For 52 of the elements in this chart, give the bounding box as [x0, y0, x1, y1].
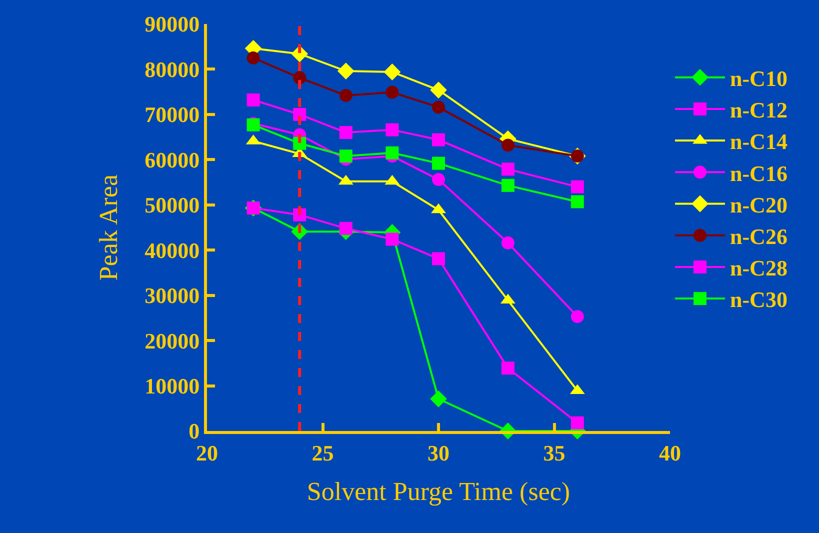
point — [386, 232, 399, 246]
point — [432, 252, 445, 266]
point — [386, 86, 399, 99]
point — [337, 62, 354, 80]
point — [430, 390, 447, 408]
legend-label: n-C20 — [730, 192, 788, 218]
point — [430, 82, 447, 98]
point — [501, 178, 514, 192]
y-tick-label: 50000 — [144, 192, 200, 218]
x-tick-label: 25 — [312, 440, 334, 466]
legend-label: n-C16 — [730, 160, 788, 186]
y-tick-label: 60000 — [144, 147, 200, 172]
legend-label: n-C14 — [730, 129, 788, 154]
y-tick-label: 30000 — [144, 283, 200, 308]
point — [384, 63, 401, 80]
y-tick-label: 40000 — [144, 238, 200, 263]
point — [501, 138, 514, 152]
point — [432, 173, 445, 186]
point — [339, 222, 352, 235]
y-axis-title: Peak Area — [94, 174, 123, 281]
x-tick-label: 30 — [428, 440, 450, 466]
y-tick-label: 10000 — [144, 373, 200, 398]
point — [246, 51, 260, 64]
point — [386, 123, 399, 136]
point — [570, 195, 584, 208]
point — [501, 162, 514, 176]
point — [339, 88, 352, 102]
point — [432, 100, 445, 114]
x-tick-label: 40 — [659, 440, 681, 466]
legend-label: n-C10 — [730, 66, 788, 91]
legend-label: n-C28 — [730, 256, 788, 281]
y-tick-label: 20000 — [144, 328, 200, 354]
point — [570, 416, 584, 430]
y-tick-label: 70000 — [144, 102, 200, 128]
x-tick-label: 35 — [543, 440, 566, 466]
point — [501, 362, 514, 375]
y-tick-label: 80000 — [144, 56, 200, 82]
point — [432, 156, 445, 170]
point — [432, 133, 445, 146]
point — [339, 150, 352, 163]
point — [293, 108, 306, 121]
point — [386, 146, 399, 160]
point — [570, 180, 584, 194]
point — [501, 236, 514, 250]
point — [570, 310, 584, 324]
legend-label: n-C30 — [730, 287, 788, 312]
y-tick-label: 90000 — [144, 12, 200, 37]
x-axis-title: Solvent Purge Time (sec) — [306, 477, 570, 506]
point — [339, 126, 352, 140]
legend-label: n-C26 — [730, 224, 788, 249]
point — [246, 93, 260, 106]
legend-label: n-C12 — [730, 98, 788, 123]
